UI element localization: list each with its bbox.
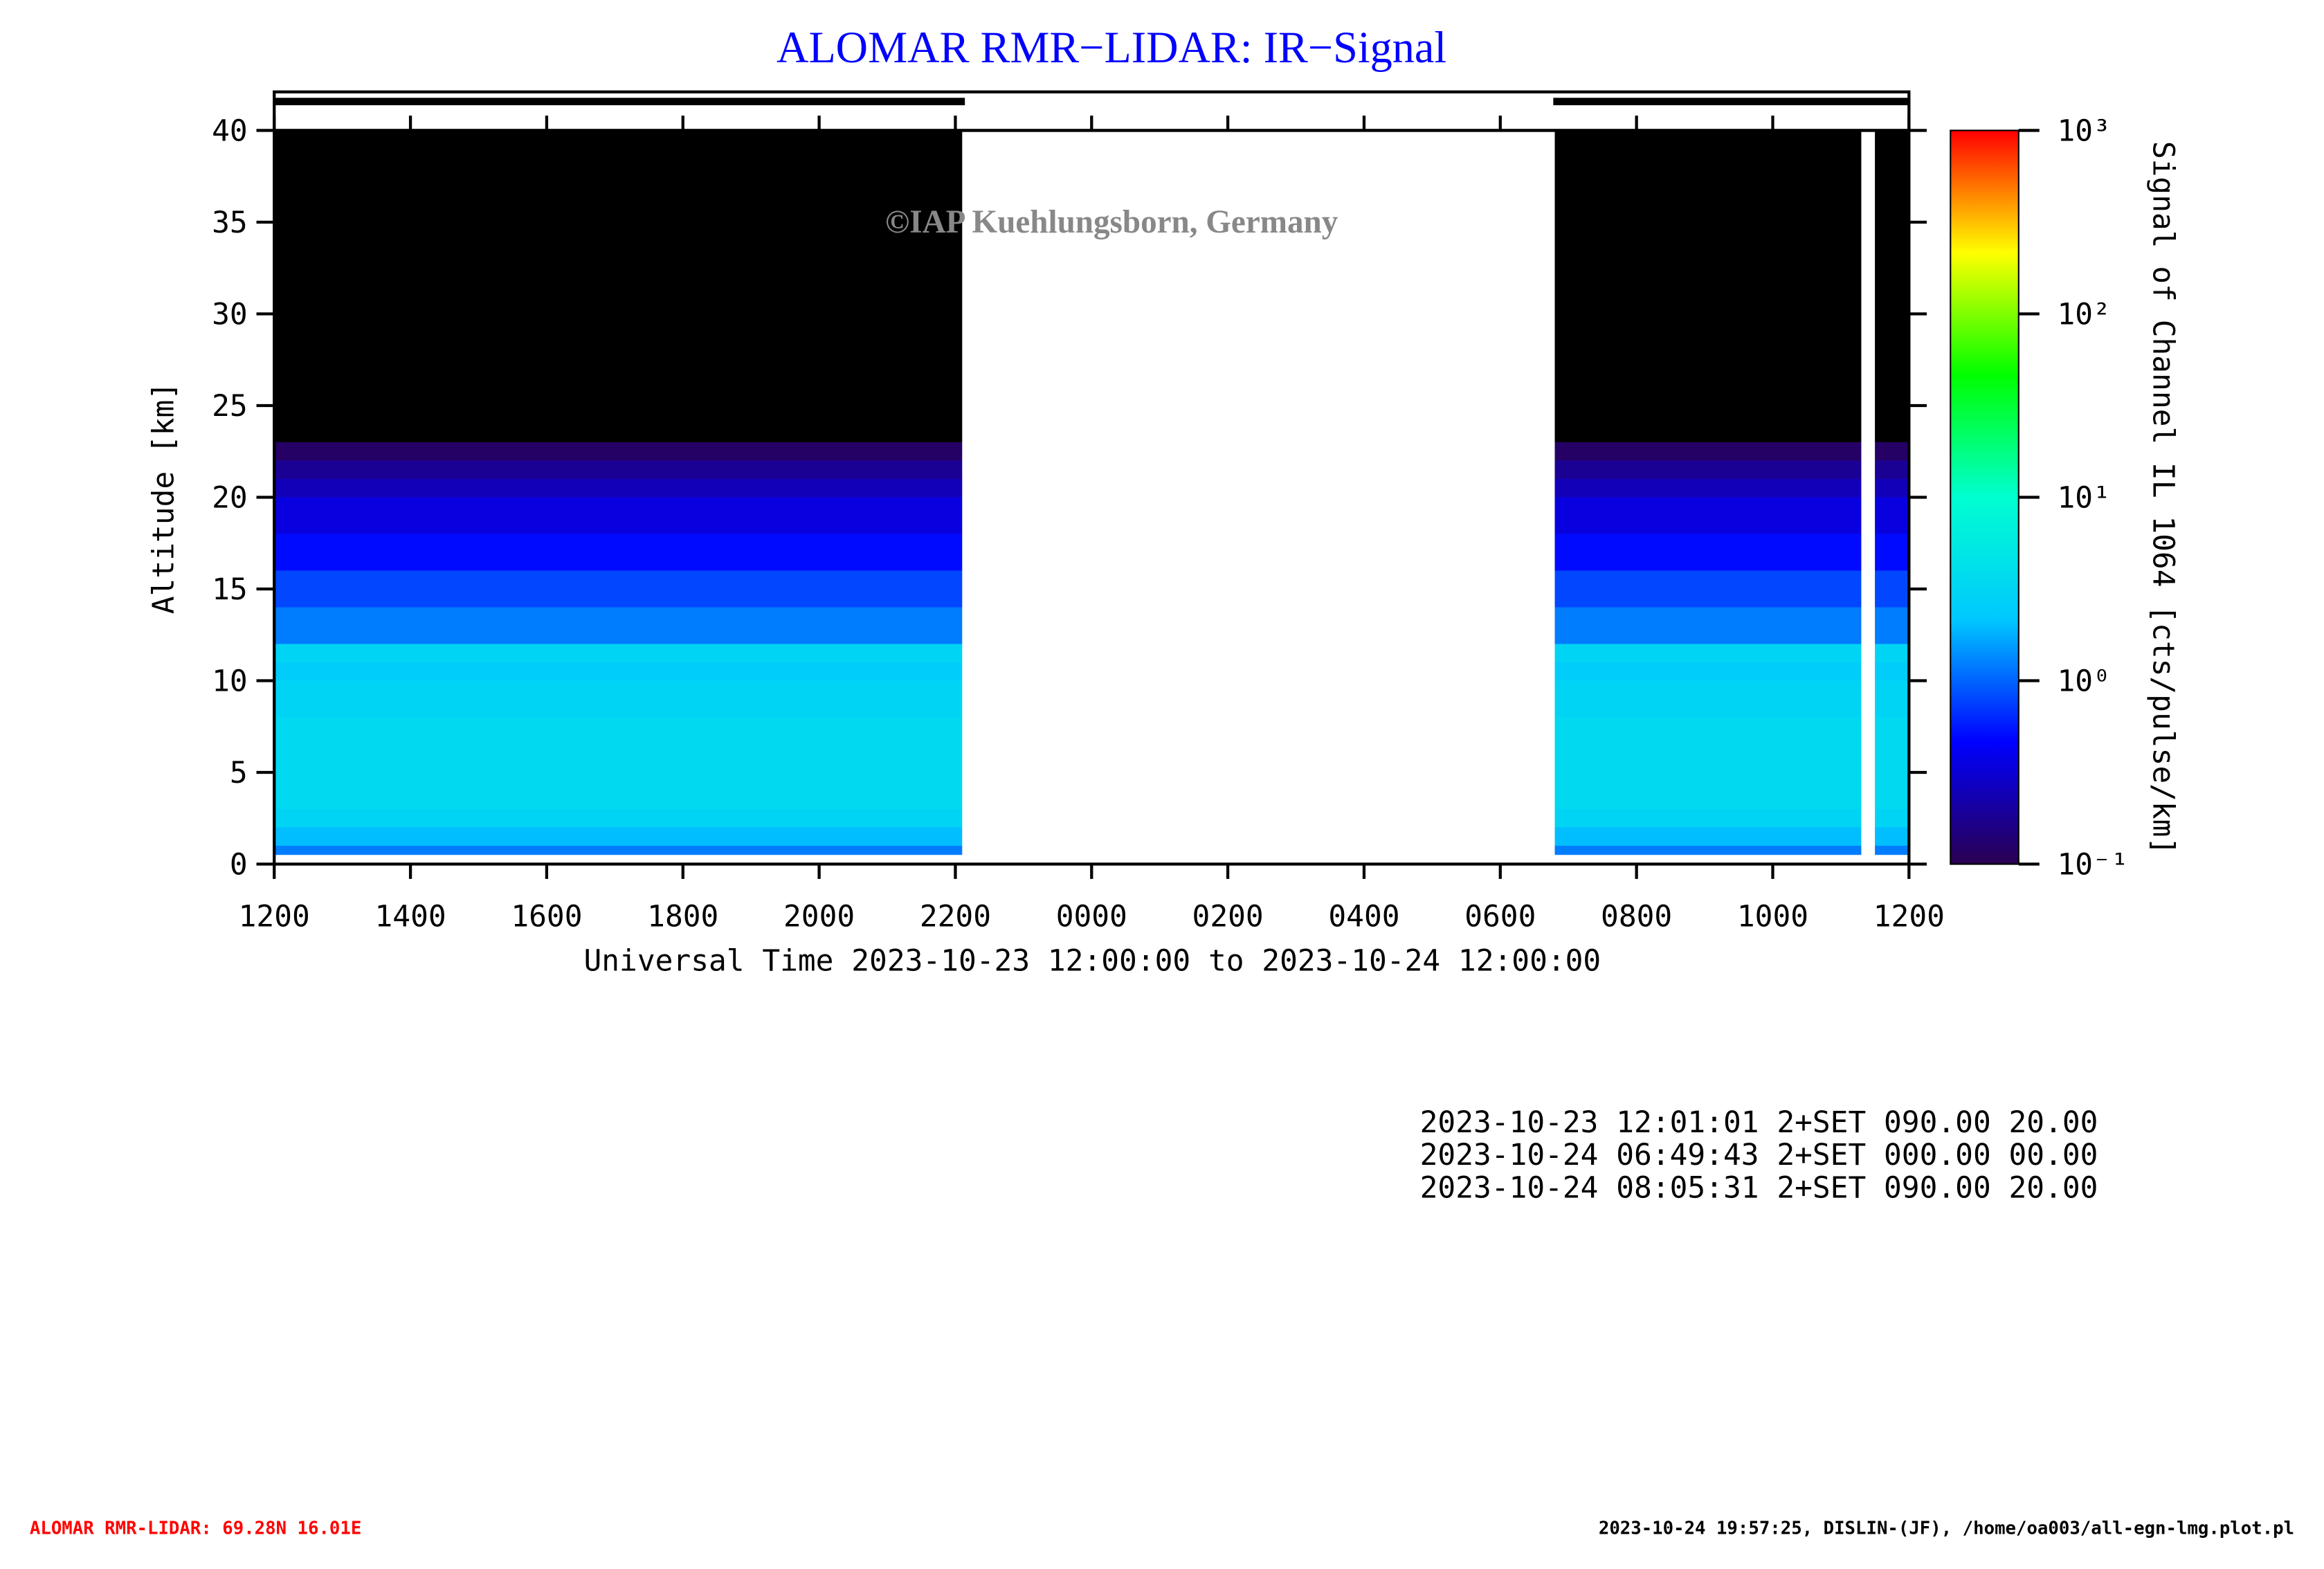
- colorbar-tick-label: 10³: [2057, 114, 2110, 148]
- x-tick-label: 0200: [1192, 899, 1264, 934]
- x-tick-label: 1200: [239, 899, 310, 934]
- x-tick-label: 0000: [1056, 899, 1127, 934]
- heatmap-cell: [1554, 827, 1862, 846]
- heatmap-cell: [274, 845, 963, 855]
- chart-title: ALOMAR RMR−LIDAR: IR−Signal: [777, 23, 1446, 72]
- heatmap-cell: [1875, 497, 1909, 534]
- heatmap-cell: [1875, 130, 1909, 442]
- time-strip-bar: [274, 98, 965, 106]
- x-tick-label: 1000: [1737, 899, 1808, 934]
- y-tick-label: 10: [212, 664, 248, 698]
- x-tick-label: 1200: [1873, 899, 1945, 934]
- heatmap-cell: [274, 772, 963, 809]
- x-tick-label: 1600: [511, 899, 582, 934]
- info-line: 2023-10-24 06:49:43 2+SET 000.00 00.00: [1420, 1138, 2098, 1172]
- footer-right: 2023-10-24 19:57:25, DISLIN-(JF), /home/…: [1599, 1518, 2294, 1539]
- heatmap-cell: [1554, 460, 1862, 479]
- heatmap-cell: [274, 534, 963, 571]
- info-line: 2023-10-24 08:05:31 2+SET 090.00 20.00: [1420, 1170, 2098, 1205]
- heatmap-cell: [1875, 607, 1909, 644]
- x-tick-label: 1800: [647, 899, 718, 934]
- x-tick-label: 0600: [1464, 899, 1536, 934]
- colorbar: [1950, 129, 2019, 865]
- x-tick-label: 1400: [375, 899, 446, 934]
- footer-left: ALOMAR RMR-LIDAR: 69.28N 16.01E: [30, 1518, 361, 1539]
- y-tick-label: 25: [212, 389, 248, 424]
- colorbar-tick-label: 10²: [2057, 297, 2110, 332]
- heatmap-cell: [1875, 808, 1909, 828]
- heatmap-cell: [1554, 534, 1862, 571]
- heatmap-cell: [1875, 680, 1909, 718]
- heatmap-cell: [1875, 478, 1909, 498]
- heatmap-cell: [1875, 717, 1909, 772]
- heatmap-cell: [1554, 680, 1862, 718]
- heatmap-cell: [1554, 478, 1862, 498]
- colorbar-tick-label: 10⁰: [2057, 664, 2110, 698]
- y-tick-label: 35: [212, 206, 248, 240]
- heatmap-cell: [274, 808, 963, 828]
- heatmap-cell: [1554, 772, 1862, 809]
- x-tick-label: 2200: [920, 899, 991, 934]
- heatmap-cell: [1875, 845, 1909, 855]
- heatmap-cell: [1875, 662, 1909, 681]
- heatmap-cell: [274, 827, 963, 846]
- time-strip-bar: [1553, 98, 1909, 106]
- y-tick-label: 5: [230, 756, 248, 790]
- heatmap-cell: [274, 442, 963, 461]
- heatmap-cell: [1875, 442, 1909, 461]
- heatmap-cell: [274, 460, 963, 479]
- x-tick-label: 2000: [783, 899, 855, 934]
- y-axis-label: Altitude [km]: [147, 382, 181, 614]
- heatmap-cell: [274, 717, 963, 772]
- heatmap-cell: [1875, 772, 1909, 809]
- heatmap-cell: [1875, 570, 1909, 608]
- y-tick-label: 40: [212, 114, 248, 148]
- y-tick-label: 20: [212, 480, 248, 515]
- x-tick-label: 0800: [1601, 899, 1672, 934]
- heatmap-cell: [1875, 534, 1909, 571]
- y-tick-label: 15: [212, 572, 248, 607]
- heatmap-cell: [1554, 717, 1862, 772]
- heatmap-cell: [274, 130, 963, 442]
- colorbar-tick-label: 10¹: [2057, 480, 2110, 515]
- y-tick-label: 0: [230, 847, 248, 882]
- heatmap-cell: [1554, 644, 1862, 662]
- heatmap-cell: [274, 607, 963, 644]
- heatmap-cell: [274, 644, 963, 662]
- heatmap-cell: [1554, 808, 1862, 828]
- heatmap-cell: [1554, 497, 1862, 534]
- heatmap-cell: [1875, 644, 1909, 662]
- heatmap-cell: [274, 478, 963, 498]
- heatmap-cell: [1554, 845, 1862, 855]
- heatmap-cell: [1554, 662, 1862, 681]
- colorbar-label: Signal of Channel IL 1064 [cts/pulse/km]: [2146, 141, 2181, 855]
- heatmap-cell: [274, 680, 963, 718]
- x-axis-label: Universal Time 2023-10-23 12:00:00 to 20…: [583, 944, 1601, 979]
- heatmap-cell: [274, 662, 963, 681]
- info-line: 2023-10-23 12:01:01 2+SET 090.00 20.00: [1420, 1105, 2098, 1140]
- heatmap-cell: [274, 570, 963, 608]
- plot-area: [274, 130, 1909, 855]
- heatmap-cell: [1554, 442, 1862, 461]
- y-tick-label: 30: [212, 297, 248, 332]
- heatmap-cell: [274, 497, 963, 534]
- heatmap-cell: [1554, 130, 1862, 442]
- colorbar-tick-label: 10⁻¹: [2057, 847, 2128, 882]
- heatmap-cell: [1875, 827, 1909, 846]
- heatmap-cell: [1554, 570, 1862, 608]
- heatmap-cell: [1554, 607, 1862, 644]
- watermark: ©IAP Kuehlungsborn, Germany: [885, 204, 1338, 240]
- x-tick-label: 0400: [1328, 899, 1399, 934]
- heatmap-cell: [1875, 460, 1909, 479]
